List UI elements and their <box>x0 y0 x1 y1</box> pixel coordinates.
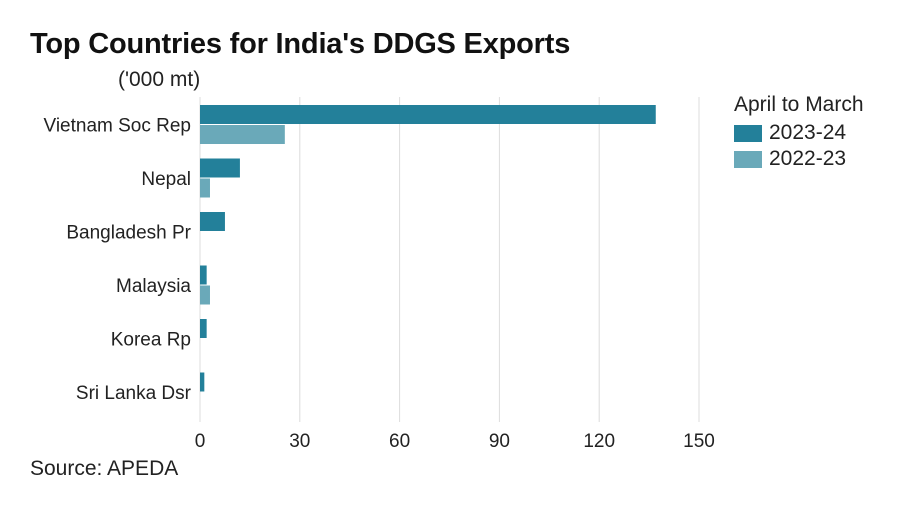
bar-2022-23 <box>200 125 285 144</box>
category-label: Bangladesh Pr <box>66 223 191 244</box>
bar-2023-24 <box>200 265 207 285</box>
legend-swatch <box>734 150 762 168</box>
x-tick-label: 60 <box>389 431 410 452</box>
chart-unit-subtitle: ('000 mt) <box>118 68 201 91</box>
bar-2023-24 <box>200 105 656 124</box>
gridlines <box>199 97 700 422</box>
bar-2023-24 <box>200 158 240 178</box>
category-label: Nepal <box>141 169 191 190</box>
category-label: Vietnam Soc Rep <box>43 116 191 137</box>
bar-2023-24 <box>200 372 205 392</box>
legend: April to March 2023-24 2022-23 <box>734 93 864 172</box>
legend-label: 2022-23 <box>769 147 847 170</box>
x-tick-label: 0 <box>195 431 206 452</box>
x-axis-ticks: 0 30 60 90 120 150 <box>195 431 715 452</box>
x-tick-label: 90 <box>489 431 510 452</box>
bar-2022-23 <box>200 285 210 305</box>
x-tick-label: 30 <box>289 431 310 452</box>
legend-swatch <box>734 124 762 142</box>
legend-label: 2023-24 <box>769 121 847 144</box>
category-label: Korea Rp <box>111 330 191 351</box>
source-note: Source: APEDA <box>30 457 179 480</box>
x-tick-label: 150 <box>683 431 715 452</box>
category-labels: Vietnam Soc Rep Nepal Bangladesh Pr Malaysi… <box>43 116 191 405</box>
category-label: Malaysia <box>116 276 191 297</box>
bars <box>200 105 656 392</box>
category-label: Sri Lanka Dsr <box>76 383 192 404</box>
chart-title: Top Countries for India's DDGS Exports <box>30 28 571 60</box>
legend-title: April to March <box>734 93 864 116</box>
x-tick-label: 120 <box>583 431 615 452</box>
legend-item-2023-24: 2023-24 <box>734 120 864 146</box>
bar-2022-23 <box>200 178 210 198</box>
bar-2023-24 <box>200 319 207 338</box>
bar-2023-24 <box>200 212 225 231</box>
legend-item-2022-23: 2022-23 <box>734 146 864 172</box>
